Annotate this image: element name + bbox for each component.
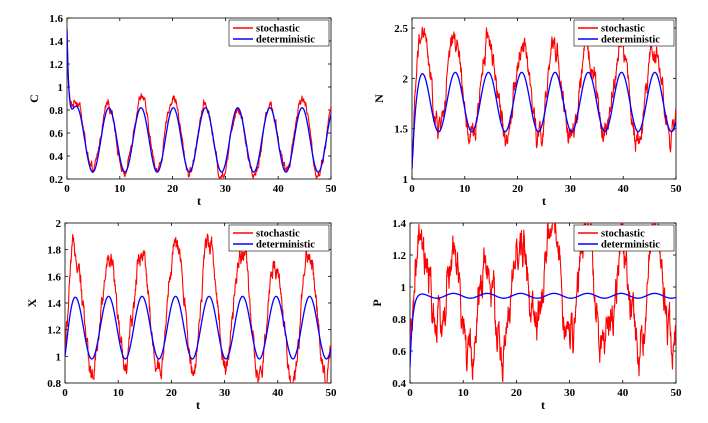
y-tick-label: 1.4 bbox=[47, 298, 61, 310]
legend-label-stochastic: stochastic bbox=[256, 24, 300, 35]
y-tick-label: 0.6 bbox=[392, 346, 406, 358]
y-tick-label: 0.8 bbox=[49, 105, 63, 117]
x-tick-label: 20 bbox=[167, 183, 179, 195]
y-axis-label: C bbox=[27, 94, 41, 103]
x-tick-label: 50 bbox=[326, 387, 338, 399]
y-axis-label: N bbox=[372, 94, 386, 103]
panel-n: 0 10 20 30 40 50 1 1.5 2 2.5 t Nstochasticdetermini… bbox=[372, 17, 683, 208]
y-tick-label: 2.5 bbox=[394, 23, 408, 35]
series-line-deterministic bbox=[412, 71, 676, 169]
plot-area bbox=[65, 233, 331, 383]
x-tick-label: 30 bbox=[565, 183, 577, 195]
legend-label-deterministic: deterministic bbox=[601, 35, 660, 46]
legend-box bbox=[573, 19, 675, 47]
y-tick-label: 1.4 bbox=[49, 36, 63, 48]
plot-area bbox=[410, 223, 676, 383]
x-tick-label: 30 bbox=[220, 183, 232, 195]
x-axis-label: t bbox=[541, 398, 545, 412]
legend-label-deterministic: deterministic bbox=[256, 240, 315, 251]
x-tick-label: 0 bbox=[409, 183, 415, 195]
legend-label-stochastic: stochastic bbox=[601, 229, 645, 240]
plot-area bbox=[412, 26, 676, 169]
axes-box bbox=[409, 222, 677, 384]
panel-p: 0 10 20 30 40 50 0.4 0.6 0.8 1 1.2 1.4 t Pstochasticd… bbox=[370, 218, 683, 412]
x-axis-label: t bbox=[196, 398, 200, 412]
y-tick-label: 0.2 bbox=[49, 174, 63, 186]
legend-label-stochastic: stochastic bbox=[256, 229, 300, 240]
x-axis-label: t bbox=[197, 194, 201, 208]
legend-box bbox=[228, 224, 330, 252]
series-line-stochastic bbox=[412, 26, 676, 169]
x-tick-label: 0 bbox=[62, 387, 68, 399]
series-line-stochastic bbox=[410, 223, 676, 383]
y-tick-label: 1 bbox=[56, 351, 62, 363]
y-axis-label: P bbox=[370, 299, 384, 306]
y-tick-label: 1 bbox=[401, 282, 407, 294]
x-tick-label: 0 bbox=[407, 387, 413, 399]
x-tick-label: 40 bbox=[273, 183, 285, 195]
y-tick-label: 0.4 bbox=[392, 378, 406, 390]
x-tick-label: 20 bbox=[166, 387, 178, 399]
y-axis-label: X bbox=[25, 298, 39, 307]
legend-label-deterministic: deterministic bbox=[601, 240, 660, 251]
x-tick-label: 30 bbox=[219, 387, 231, 399]
y-tick-label: 1.2 bbox=[392, 250, 406, 262]
y-tick-label: 1.2 bbox=[47, 325, 61, 337]
y-tick-label: 1.4 bbox=[392, 218, 406, 230]
panel-c: 0 10 20 30 40 50 0.2 0.4 0.6 0.8 1 1.2 1.4 1.6 t Cstoch… bbox=[27, 13, 337, 208]
x-tick-label: 0 bbox=[64, 183, 70, 195]
x-tick-label: 10 bbox=[114, 183, 126, 195]
axes-box bbox=[411, 17, 677, 180]
x-tick-label: 40 bbox=[617, 387, 629, 399]
y-tick-label: 1.2 bbox=[49, 59, 63, 71]
panel-x: 0 10 20 30 40 50 0.8 1 1.2 1.4 1.6 1.8 2 t Xstochastic… bbox=[25, 218, 337, 412]
x-tick-label: 10 bbox=[458, 387, 470, 399]
legend-label-deterministic: deterministic bbox=[256, 35, 315, 46]
series-line-stochastic bbox=[65, 233, 331, 383]
series-line-deterministic bbox=[410, 292, 676, 368]
x-tick-label: 20 bbox=[511, 387, 523, 399]
x-tick-label: 40 bbox=[618, 183, 630, 195]
y-tick-label: 2 bbox=[403, 73, 409, 85]
y-tick-label: 0.8 bbox=[47, 378, 61, 390]
x-tick-label: 50 bbox=[671, 183, 683, 195]
x-tick-label: 20 bbox=[512, 183, 524, 195]
y-tick-label: 1.8 bbox=[47, 245, 61, 257]
y-tick-label: 1.5 bbox=[394, 124, 408, 136]
x-tick-label: 30 bbox=[564, 387, 576, 399]
x-tick-label: 40 bbox=[272, 387, 284, 399]
plot-area bbox=[67, 29, 331, 179]
y-tick-label: 1 bbox=[403, 174, 409, 186]
series-line-deterministic bbox=[67, 29, 331, 173]
y-tick-label: 0.4 bbox=[49, 151, 63, 163]
x-axis-label: t bbox=[542, 194, 546, 208]
series-line-deterministic bbox=[65, 295, 331, 360]
legend-box bbox=[228, 19, 330, 47]
x-tick-label: 10 bbox=[113, 387, 125, 399]
y-tick-label: 2 bbox=[56, 218, 62, 230]
y-tick-label: 0.6 bbox=[49, 128, 63, 140]
x-tick-label: 10 bbox=[459, 183, 471, 195]
y-tick-label: 1.6 bbox=[47, 271, 61, 283]
legend-label-stochastic: stochastic bbox=[601, 24, 645, 35]
y-tick-label: 0.8 bbox=[392, 314, 406, 326]
x-tick-label: 50 bbox=[671, 387, 683, 399]
x-tick-label: 50 bbox=[326, 183, 338, 195]
y-tick-label: 1.6 bbox=[49, 13, 63, 25]
legend-box bbox=[573, 224, 675, 252]
y-tick-label: 1 bbox=[58, 82, 64, 94]
axes-box bbox=[66, 17, 332, 180]
